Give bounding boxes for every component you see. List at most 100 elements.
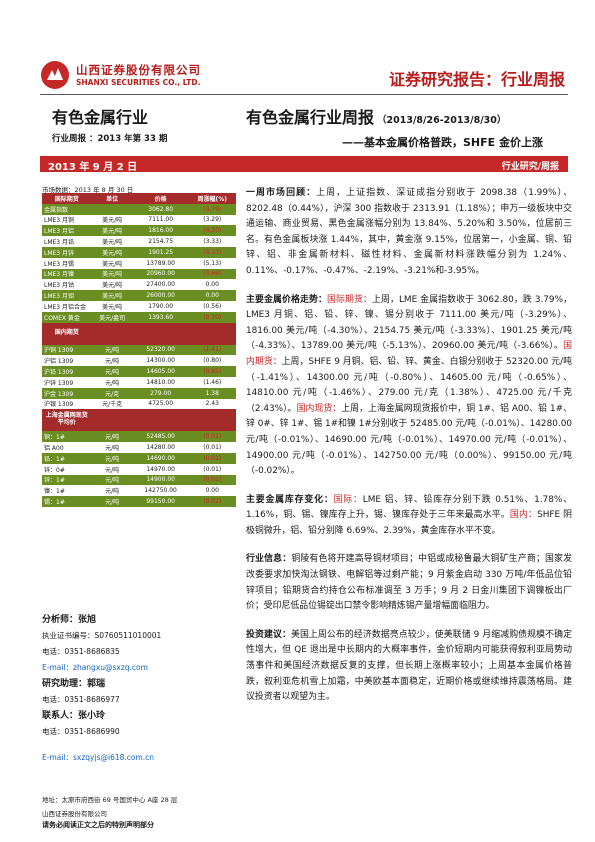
table-cell-name: 沪铅 1309 (42, 366, 92, 377)
table-cell-price: 14280.00 (132, 442, 189, 453)
table-cell-price: 99150.00 (132, 496, 189, 507)
table-cell-price: 14690.00 (132, 452, 189, 464)
paragraph-text: 上周，上海金属网现货报价中，铜 1#、铝 A00、铅 1#、锌 0#、锌 1#、… (246, 403, 573, 477)
table-cell-price: 13789.00 (132, 257, 189, 269)
table-row: LME3 月锡 美元/吨 13789.00 (5.13) (42, 257, 236, 269)
table-cell-unit: 美元/吨 (91, 257, 133, 269)
company-name-en: SHANXI SECURITIES CO., LTD. (76, 78, 201, 87)
analyst-name: 张旭 (78, 615, 97, 625)
table-section-filler (91, 409, 236, 432)
column-header: 单位 (91, 193, 133, 204)
table-cell-name: 镍：1# (42, 485, 92, 497)
table-cell-chg: (0.01) (188, 474, 236, 486)
table-cell-price: 52485.00 (132, 431, 189, 443)
table-cell-chg: 0.00 (188, 290, 236, 301)
table-section-row: 国内期货 (42, 322, 236, 345)
table-cell-chg: 0.00 (188, 279, 236, 291)
table-cell-unit: 元/吨 (91, 376, 133, 388)
table-cell-unit: 元/吨 (91, 474, 133, 486)
subsection-label: 国际： (333, 494, 363, 505)
liaison-label: 联系人： (42, 711, 79, 721)
table-cell-price: 142750.00 (132, 485, 189, 497)
table-section-label: 国内期货 (42, 322, 92, 345)
liaison-phone: 电话：0351-8686990 (42, 727, 120, 736)
paragraph-text: 美国上周公布的经济数据亮点较少，使美联储 9 月缩减购债规模不确定性增大，但 Q… (246, 629, 573, 703)
table-cell-price: 14970.00 (132, 463, 189, 475)
market-data-date: 市场数据：2013 年 8 月 30 日 (42, 186, 134, 194)
table-cell-unit: 美元/吨 (91, 214, 133, 226)
table-cell-chg: (0.01) (188, 431, 236, 443)
table-cell-price: 20960.00 (132, 268, 189, 280)
header-divider (40, 94, 568, 95)
liaison-email[interactable]: E-mail：sxzqyjs@i618.com.cn (42, 753, 155, 762)
company-name-cn: 山西证券股份有限公司 (76, 63, 201, 77)
assistant-phone: 电话：0351-8686977 (42, 695, 120, 704)
subsection-label: 国际期货： (326, 294, 372, 305)
table-cell-unit: 美元/吨 (91, 236, 133, 247)
footer-org: 山西证券股份有限公司 (42, 810, 107, 818)
table-header-row: 国际期货 单位 价格 周涨幅(%) (42, 193, 236, 204)
table-row: LME3 月镍 美元/吨 20960.00 (3.66) (42, 268, 236, 280)
table-cell-name: LME3 月铜 (42, 214, 92, 226)
table-cell-unit (91, 203, 133, 215)
table-cell-chg: (5.13) (188, 257, 236, 269)
paragraph-text: 上周，SHFE 9 月铜、铝、铅、锌、黄金、白银分别收于 52320.00 元/… (246, 356, 572, 414)
section-title: 主要金属价格走势： (246, 294, 327, 305)
table-cell-unit: 元/吨 (91, 431, 133, 443)
table-cell-unit: 美元/吨 (91, 290, 133, 301)
assistant-line: 研究助理：郭瑞 (42, 676, 238, 692)
assistant-name: 郭瑞 (87, 679, 106, 689)
table-cell-unit: 元/吨 (91, 366, 133, 377)
liaison-name: 张小玲 (78, 711, 106, 721)
inventory-paragraph: 主要金属库存变化：国际：LME 铝、锌、铅库存分别下跌 0.51%、1.78%、… (246, 493, 572, 540)
table-cell-name: 沪铝 1309 (42, 355, 92, 367)
table-row: 镍：1# 元/吨 142750.00 0.00 (42, 485, 236, 497)
table-cell-unit: 元/吨 (91, 485, 133, 497)
report-date: 2013 年 9 月 2 日 (48, 162, 138, 173)
table-cell-unit: 元/吨 (91, 355, 133, 367)
table-row: LME3 月铜 美元/吨 7111.00 (3.29) (42, 214, 236, 226)
table-cell-chg: (0.01) (188, 452, 236, 464)
report-type: 证券研究报告：行业周报 (388, 70, 565, 89)
table-cell-chg: (0.56) (188, 300, 236, 312)
table-cell-unit: 美元/吨 (91, 300, 133, 312)
section-title: 行业信息： (246, 554, 292, 565)
table-cell-chg: (0.02) (188, 496, 236, 507)
table-cell-chg: 2.43 (188, 398, 236, 410)
table-row: 金属指数 3062.80 (3.79) (42, 203, 236, 215)
table-cell-name: LME3 月镍 (42, 268, 92, 280)
table-row: 铜：1# 元/吨 52485.00 (0.01) (42, 431, 236, 443)
table-cell-name: 铝 A00 (42, 442, 92, 453)
table-row: 铝 A00 元/吨 14280.00 (0.01) (42, 442, 236, 453)
table-cell-chg: (0.01) (188, 442, 236, 453)
table-row: LME3 月锌 美元/吨 1901.25 (4.33) (42, 246, 236, 258)
table-row: COMEX 黄金 美元/盎司 1393.60 (0.20) (42, 311, 236, 323)
issue-number: 行业周报 ：2013 年第 33 期 (52, 134, 168, 144)
table-cell-price: 52320.00 (132, 344, 189, 356)
table-row: 锌：1# 元/吨 14900.00 (0.01) (42, 474, 236, 486)
table-row: LME3 月钼 美元/吨 26000.00 0.00 (42, 290, 236, 301)
table-section-filler (91, 322, 236, 345)
assistant-label: 研究助理： (42, 679, 88, 689)
table-cell-name: 金属指数 (42, 203, 92, 215)
analyst-email[interactable]: E-mail：zhangxu@sxzq.com (42, 663, 148, 672)
table-row: 沪锌 1309 元/吨 14810.00 (1.46) (42, 376, 236, 388)
table-cell-name: 铅：1# (42, 452, 92, 464)
table-cell-price: 27400.00 (132, 279, 189, 291)
cert-number: 执业证书编号：S0760511010001 (42, 631, 162, 640)
table-cell-price: 14810.00 (132, 376, 189, 388)
section-title: 一周市场回顾： (246, 188, 317, 198)
date-bar (40, 156, 568, 172)
table-section-row: 上海金属网现货平均价 (42, 409, 236, 432)
table-row: LME3 月钴 美元/吨 27400.00 0.00 (42, 279, 236, 291)
table-row: 沪铜 1309 元/吨 52320.00 (1.41) (42, 344, 236, 356)
table-cell-chg: (4.30) (188, 225, 236, 237)
table-row: 沪铝 1309 元/吨 14300.00 (0.80) (42, 355, 236, 367)
market-review-paragraph: 一周市场回顾：上周，上证指数、深证成指分别收于 2098.38（1.99%）、8… (246, 186, 572, 280)
paragraph-text: 上周，上证指数、深证成指分别收于 2098.38（1.99%）、8202.48（… (246, 188, 572, 276)
report-subtitle: ——基本金属价格普跌，SHFE 金价上涨 (342, 136, 543, 149)
column-header: 国际期货 (42, 193, 92, 204)
table-cell-price: 14900.00 (132, 474, 189, 486)
analyst-phone: 电话：0351-8686835 (42, 647, 120, 656)
analyst-line: 分析师：张旭 (42, 612, 238, 628)
